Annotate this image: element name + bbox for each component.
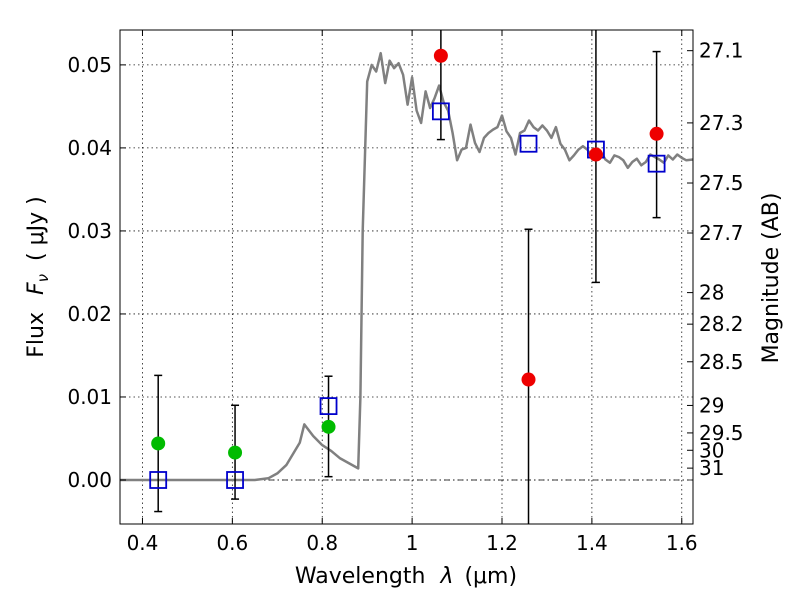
magnitude-tick-label: 29 (699, 393, 724, 417)
x-axis-label: Wavelength λ (μm) (295, 564, 517, 589)
x-tick-label: 1.2 (486, 531, 518, 555)
y-axis-ticks: 0.00 0.01 0.02 0.03 0.04 0.05 (67, 53, 126, 492)
upper-limit-point (433, 48, 448, 63)
model-photometry-square (647, 154, 666, 173)
upper-limit-point (588, 147, 603, 162)
y-tick-label: 0.04 (67, 136, 112, 160)
plot-frame (119, 29, 694, 525)
magnitude-tick-label: 30 (699, 438, 724, 462)
y-tick-label: 0.03 (67, 219, 112, 243)
model-spectrum-line (120, 51, 694, 482)
magnitude-tick-label: 27.7 (699, 221, 744, 245)
model-photometry-square (226, 471, 244, 489)
magnitude-tick-label: 28.5 (699, 350, 744, 374)
x-tick-label: 1 (406, 531, 419, 555)
x-tick-label: 0.6 (216, 531, 248, 555)
detection-point (321, 419, 336, 434)
model-photometry-square (431, 102, 450, 121)
x-axis-ticks: 0.4 0.6 0.8 1 1.2 1.4 1.6 (127, 30, 698, 555)
magnitude-tick-label: 29.5 (699, 421, 744, 445)
y-tick-label: 0.01 (67, 385, 112, 409)
y-tick-label: 0.00 (67, 468, 112, 492)
model-photometry-square (319, 397, 338, 416)
magnitude-tick-label: 27.1 (699, 39, 744, 63)
detection-point (151, 436, 166, 451)
magnitude-tick-label: 28.2 (699, 312, 744, 336)
x-tick-label: 1.4 (576, 531, 608, 555)
upper-limit-point (649, 126, 664, 141)
magnitude-axis-label: Magnitude (AB) (759, 193, 784, 364)
y-tick-label: 0.05 (67, 53, 112, 77)
data-points (149, 48, 666, 489)
x-tick-label: 0.8 (306, 531, 338, 555)
magnitude-tick-label: 27.3 (699, 111, 744, 135)
model-photometry-square (519, 134, 538, 153)
magnitude-tick-label: 27.5 (699, 171, 744, 195)
detection-point (228, 445, 243, 460)
magnitude-tick-label: 28 (699, 281, 724, 305)
y-tick-label: 0.02 (67, 302, 112, 326)
x-tick-label: 1.6 (666, 531, 698, 555)
model-photometry-square (149, 471, 168, 489)
upper-limit-point (521, 372, 536, 387)
magnitude-tick-label: 31 (699, 456, 724, 480)
x-tick-label: 0.4 (127, 531, 159, 555)
y-axis-label: Flux Fν ( μJy ) (24, 196, 54, 357)
